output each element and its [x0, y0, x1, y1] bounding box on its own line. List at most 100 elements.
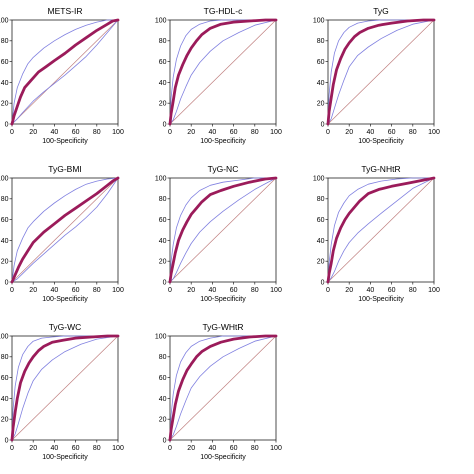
- chart-title: TG-HDL-c: [204, 6, 243, 16]
- reference-diagonal: [11, 177, 119, 283]
- x-tick-label: 0: [10, 287, 14, 294]
- panel-tyg-wc: TyG-WC 0 20 40 60 80 100 0 20 40 60 80 100 100-Specif…: [0, 316, 158, 474]
- roc-curve: [326, 176, 436, 284]
- y-tick-label: 40: [159, 80, 167, 87]
- plot-frame: [11, 19, 119, 125]
- x-tick-label: 0: [168, 445, 172, 452]
- y-tick-label: 100: [0, 175, 9, 182]
- x-tick-label: 20: [345, 287, 353, 294]
- roc-curve: [168, 176, 278, 284]
- y-tick-label: 40: [1, 238, 9, 245]
- x-axis-label: 100-Specificity: [200, 454, 246, 461]
- roc-chart-tg-hdl-c: TG-HDL-c 0 20 40 60 80 100 0 20 40 60 80 100 100-Spec…: [155, 6, 282, 145]
- x-tick-label: 100: [428, 287, 440, 294]
- roc-chart-tyg-bmi: TyG-BMI 0 20 40 60 80 100 0 20 40 60 80 100 100-Speci…: [0, 164, 124, 303]
- y-tick-label: 100: [0, 333, 9, 340]
- y-tick-label: 20: [317, 101, 325, 108]
- x-tick-label: 20: [29, 445, 37, 452]
- confidence-bound-lower: [11, 177, 119, 283]
- y-tick-label: 20: [159, 259, 167, 266]
- x-tick-label: 40: [51, 445, 59, 452]
- y-tick-label: 40: [1, 396, 9, 403]
- y-tick-label: 20: [1, 259, 9, 266]
- reference-diagonal: [11, 19, 119, 125]
- roc-curve: [10, 334, 120, 442]
- reference-diagonal: [169, 19, 277, 125]
- roc-curve: [10, 176, 120, 284]
- x-axis-label: 100-Specificity: [200, 296, 246, 303]
- x-tick-label: 40: [367, 129, 375, 136]
- confidence-bound-lower: [169, 19, 277, 125]
- x-tick-label: 40: [51, 287, 59, 294]
- y-tick-label: 40: [317, 238, 325, 245]
- y-tick-label: 40: [1, 80, 9, 87]
- roc-chart-tyg-nhtr: TyG-NHtR 0 20 40 60 80 100 0 20 40 60 80 100 100-Spec…: [313, 164, 440, 303]
- x-tick-label: 100: [270, 445, 282, 452]
- roc-curve: [168, 18, 278, 126]
- x-tick-label: 60: [388, 287, 396, 294]
- confidence-bound-lower: [169, 177, 277, 283]
- x-tick-label: 80: [93, 129, 101, 136]
- y-tick-label: 100: [155, 175, 167, 182]
- x-tick-label: 100: [428, 129, 440, 136]
- x-tick-label: 0: [168, 129, 172, 136]
- x-tick-label: 0: [326, 287, 330, 294]
- confidence-bound-upper: [169, 335, 277, 441]
- x-tick-label: 80: [93, 287, 101, 294]
- y-tick-label: 0: [5, 279, 9, 286]
- x-tick-label: 100: [270, 129, 282, 136]
- x-axis-label: 100-Specificity: [42, 296, 88, 303]
- chart-title: TyG-BMI: [48, 164, 82, 174]
- y-tick-label: 100: [155, 17, 167, 24]
- y-tick-label: 100: [0, 17, 9, 24]
- roc-curve: [168, 334, 278, 442]
- y-tick-label: 20: [159, 101, 167, 108]
- x-tick-label: 0: [168, 287, 172, 294]
- x-tick-label: 100: [112, 129, 124, 136]
- y-tick-label: 20: [317, 259, 325, 266]
- x-tick-label: 80: [251, 129, 259, 136]
- roc-curve: [10, 18, 120, 126]
- x-tick-label: 80: [251, 287, 259, 294]
- x-tick-label: 100: [112, 287, 124, 294]
- y-tick-label: 0: [163, 121, 167, 128]
- y-tick-label: 80: [159, 38, 167, 45]
- y-tick-label: 40: [317, 80, 325, 87]
- confidence-bound-lower: [327, 177, 435, 283]
- panel-tyg-bmi: TyG-BMI 0 20 40 60 80 100 0 20 40 60 80 100 100-Speci…: [0, 158, 158, 316]
- x-tick-label: 100: [112, 445, 124, 452]
- y-tick-label: 0: [5, 437, 9, 444]
- reference-diagonal: [11, 335, 119, 441]
- roc-chart-mets-ir: METS-IR 0 20 40 60 80 100 0 20 40 60 80 100 100-Speci…: [0, 6, 124, 145]
- x-tick-label: 20: [187, 445, 195, 452]
- x-axis-label: 100-Specificity: [358, 138, 404, 145]
- x-tick-label: 60: [388, 129, 396, 136]
- chart-title: TyG: [373, 6, 389, 16]
- y-tick-label: 60: [317, 217, 325, 224]
- confidence-bound-upper: [11, 335, 119, 441]
- y-tick-label: 20: [1, 101, 9, 108]
- reference-diagonal: [169, 177, 277, 283]
- x-tick-label: 60: [72, 445, 80, 452]
- y-tick-label: 0: [163, 279, 167, 286]
- x-axis-label: 100-Specificity: [200, 138, 246, 145]
- panel-tyg-nhtr: TyG-NHtR 0 20 40 60 80 100 0 20 40 60 80 100 100-Spec…: [313, 158, 474, 316]
- x-tick-label: 0: [326, 129, 330, 136]
- y-tick-label: 80: [1, 38, 9, 45]
- x-axis-label: 100-Specificity: [42, 454, 88, 461]
- y-tick-label: 60: [317, 59, 325, 66]
- y-tick-label: 60: [159, 59, 167, 66]
- roc-chart-tyg-wc: TyG-WC 0 20 40 60 80 100 0 20 40 60 80 100 100-Specif…: [0, 322, 124, 461]
- y-tick-label: 0: [321, 121, 325, 128]
- y-tick-label: 60: [159, 217, 167, 224]
- plot-frame: [327, 177, 435, 283]
- confidence-bound-lower: [327, 19, 435, 125]
- y-tick-label: 0: [5, 121, 9, 128]
- y-tick-label: 60: [1, 217, 9, 224]
- reference-diagonal: [327, 19, 435, 125]
- chart-title: TyG-WC: [49, 322, 82, 332]
- chart-title: TyG-NHtR: [361, 164, 400, 174]
- y-tick-label: 60: [159, 375, 167, 382]
- confidence-bound-upper: [169, 177, 277, 283]
